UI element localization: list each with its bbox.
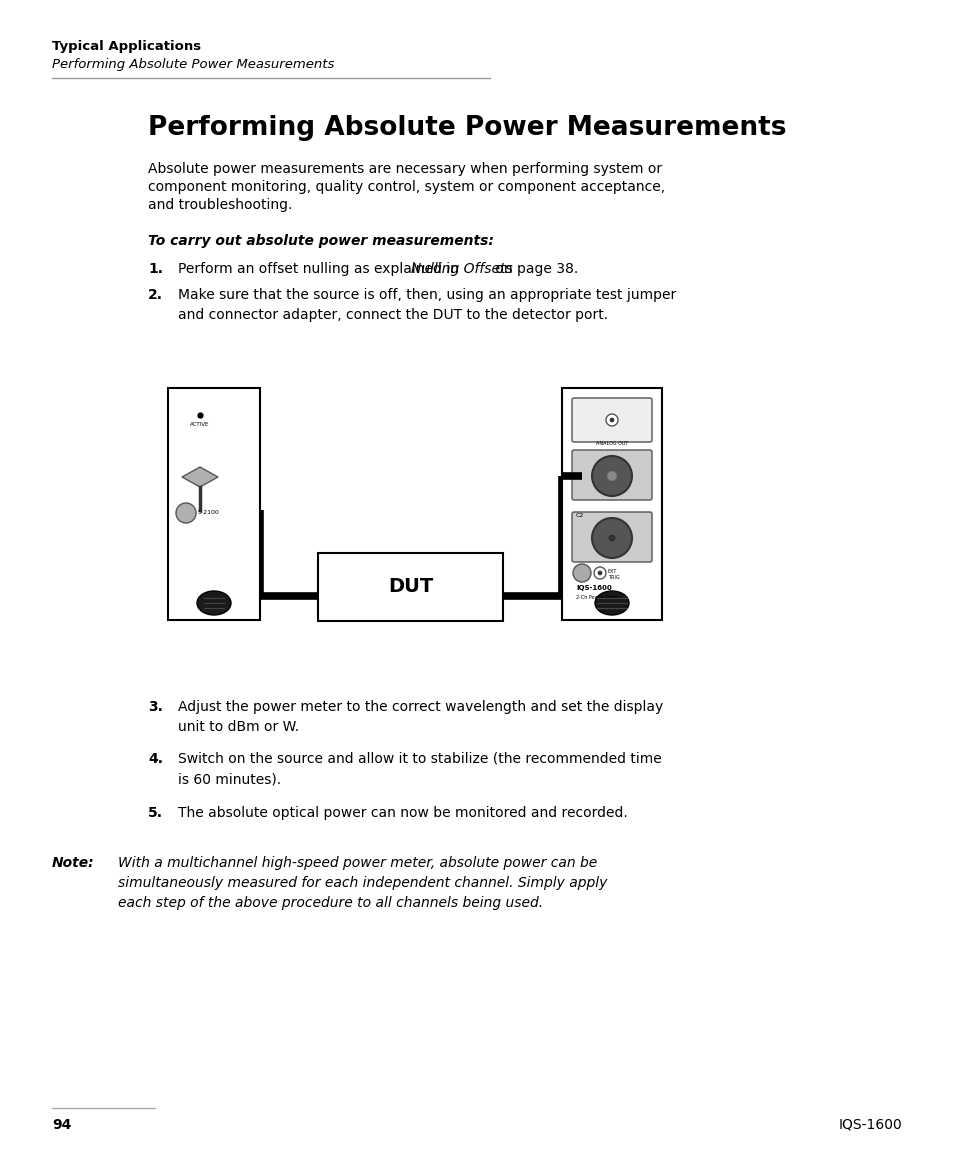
Text: EXT
TRIG: EXT TRIG — [607, 569, 619, 580]
Text: IQS-1600: IQS-1600 — [576, 585, 611, 591]
Circle shape — [594, 567, 605, 580]
Text: IQS-1600: IQS-1600 — [838, 1118, 901, 1132]
FancyBboxPatch shape — [572, 398, 651, 442]
Text: and troubleshooting.: and troubleshooting. — [148, 198, 292, 212]
Text: With a multichannel high-speed power meter, absolute power can be
simultaneously: With a multichannel high-speed power met… — [118, 857, 607, 910]
Text: 2-Ch Power Meter: 2-Ch Power Meter — [576, 595, 619, 600]
Circle shape — [598, 571, 601, 575]
Circle shape — [175, 503, 195, 523]
Circle shape — [609, 418, 614, 422]
Circle shape — [608, 535, 615, 541]
Text: Performing Absolute Power Measurements: Performing Absolute Power Measurements — [148, 115, 785, 141]
Bar — [168, 388, 260, 620]
Text: 94: 94 — [52, 1118, 71, 1132]
Ellipse shape — [196, 591, 231, 615]
FancyBboxPatch shape — [572, 450, 651, 500]
Bar — [561, 388, 661, 620]
Text: Switch on the source and allow it to stabilize (the recommended time
is 60 minut: Switch on the source and allow it to sta… — [178, 752, 661, 786]
Text: Make sure that the source is off, then, using an appropriate test jumper
and con: Make sure that the source is off, then, … — [178, 287, 676, 322]
Text: Note:: Note: — [52, 857, 94, 870]
Text: Absolute power measurements are necessary when performing system or: Absolute power measurements are necessar… — [148, 162, 661, 176]
Circle shape — [606, 471, 617, 481]
Text: To carry out absolute power measurements:: To carry out absolute power measurements… — [148, 234, 494, 248]
Circle shape — [592, 518, 631, 557]
Text: 3.: 3. — [148, 700, 163, 714]
Text: Perform an offset nulling as explained in: Perform an offset nulling as explained i… — [178, 262, 463, 276]
Text: ANALOG OUT: ANALOG OUT — [596, 442, 627, 446]
Text: on page 38.: on page 38. — [490, 262, 578, 276]
Circle shape — [592, 455, 631, 496]
Text: component monitoring, quality control, system or component acceptance,: component monitoring, quality control, s… — [148, 180, 664, 194]
Text: 5.: 5. — [148, 806, 163, 821]
Text: 2.: 2. — [148, 287, 163, 302]
Bar — [317, 553, 502, 621]
Circle shape — [573, 564, 590, 582]
Text: Typical Applications: Typical Applications — [52, 41, 201, 53]
FancyBboxPatch shape — [572, 512, 651, 562]
Text: 1.: 1. — [148, 262, 163, 276]
Text: Adjust the power meter to the correct wavelength and set the display
unit to dBm: Adjust the power meter to the correct wa… — [178, 700, 662, 734]
Text: Performing Absolute Power Measurements: Performing Absolute Power Measurements — [52, 58, 334, 71]
Text: The absolute optical power can now be monitored and recorded.: The absolute optical power can now be mo… — [178, 806, 627, 821]
Polygon shape — [182, 467, 218, 487]
Text: 4.: 4. — [148, 752, 163, 766]
Text: DUT: DUT — [388, 577, 433, 597]
Ellipse shape — [595, 591, 628, 615]
Text: ACTIVE: ACTIVE — [190, 422, 210, 427]
Circle shape — [605, 414, 618, 427]
Text: S-2100: S-2100 — [198, 510, 219, 516]
Text: C2: C2 — [576, 513, 584, 518]
Text: Nulling Offsets: Nulling Offsets — [411, 262, 513, 276]
